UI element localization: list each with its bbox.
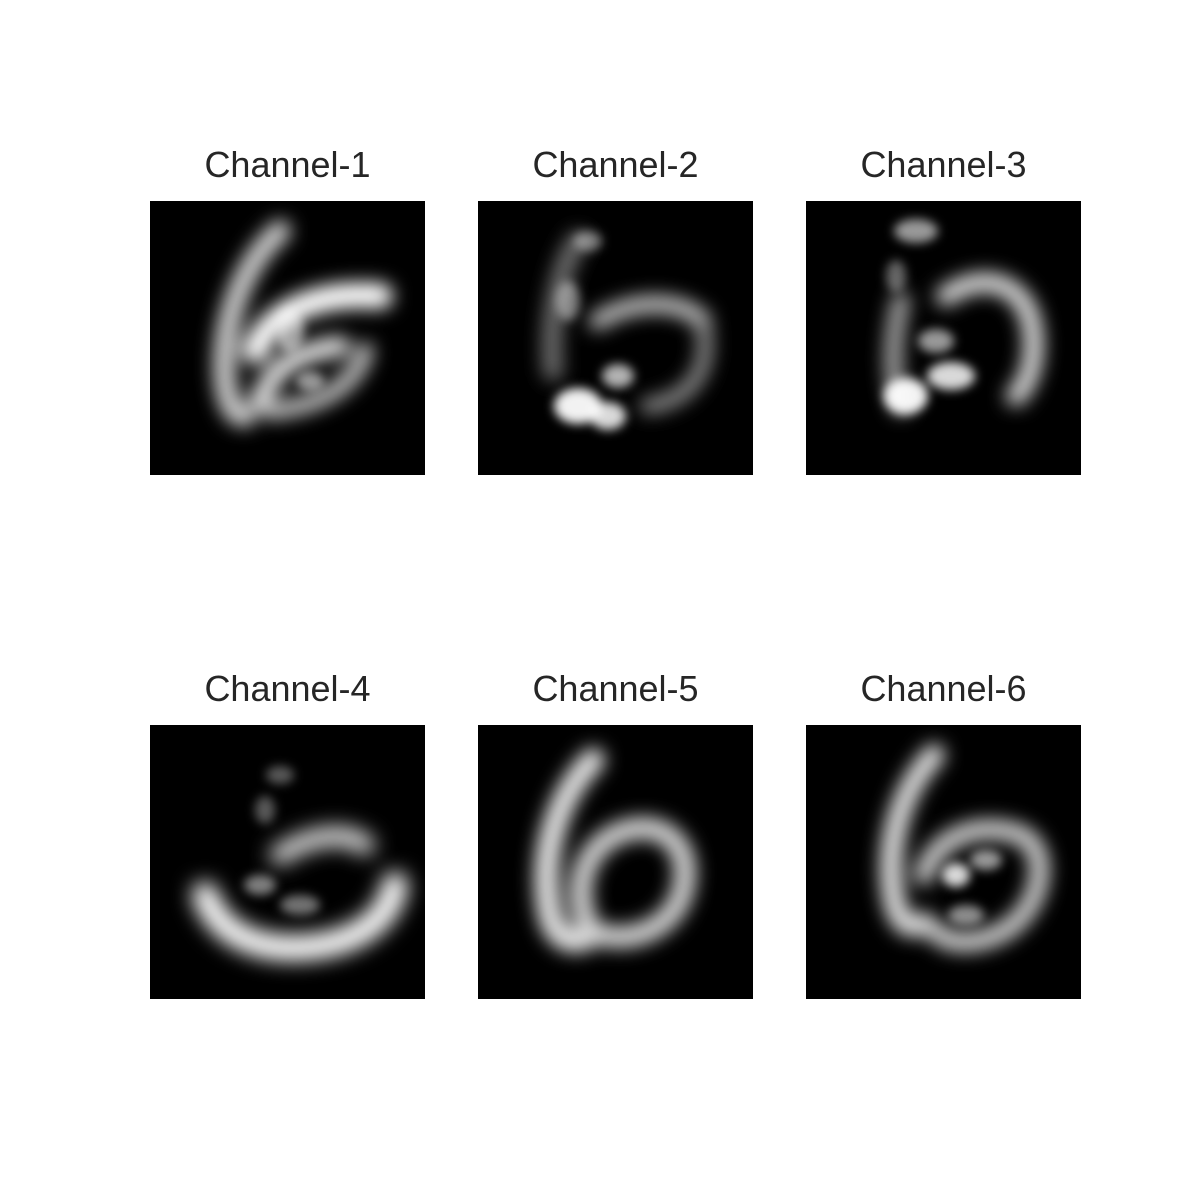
channel-6-title: Channel-6	[860, 668, 1027, 709]
channel-6-image	[806, 725, 1081, 999]
channel-3-image	[806, 201, 1081, 475]
channel-1-image	[150, 201, 425, 475]
channel-4-image	[150, 725, 425, 999]
channel-5-title: Channel-5	[532, 668, 699, 709]
channel-5-image	[478, 725, 753, 999]
channel-1-title: Channel-1	[204, 144, 371, 185]
channel-2-title: Channel-2	[532, 144, 699, 185]
channel-2-image	[478, 201, 753, 475]
channel-4-title: Channel-4	[204, 668, 371, 709]
channel-3-title: Channel-3	[860, 144, 1027, 185]
